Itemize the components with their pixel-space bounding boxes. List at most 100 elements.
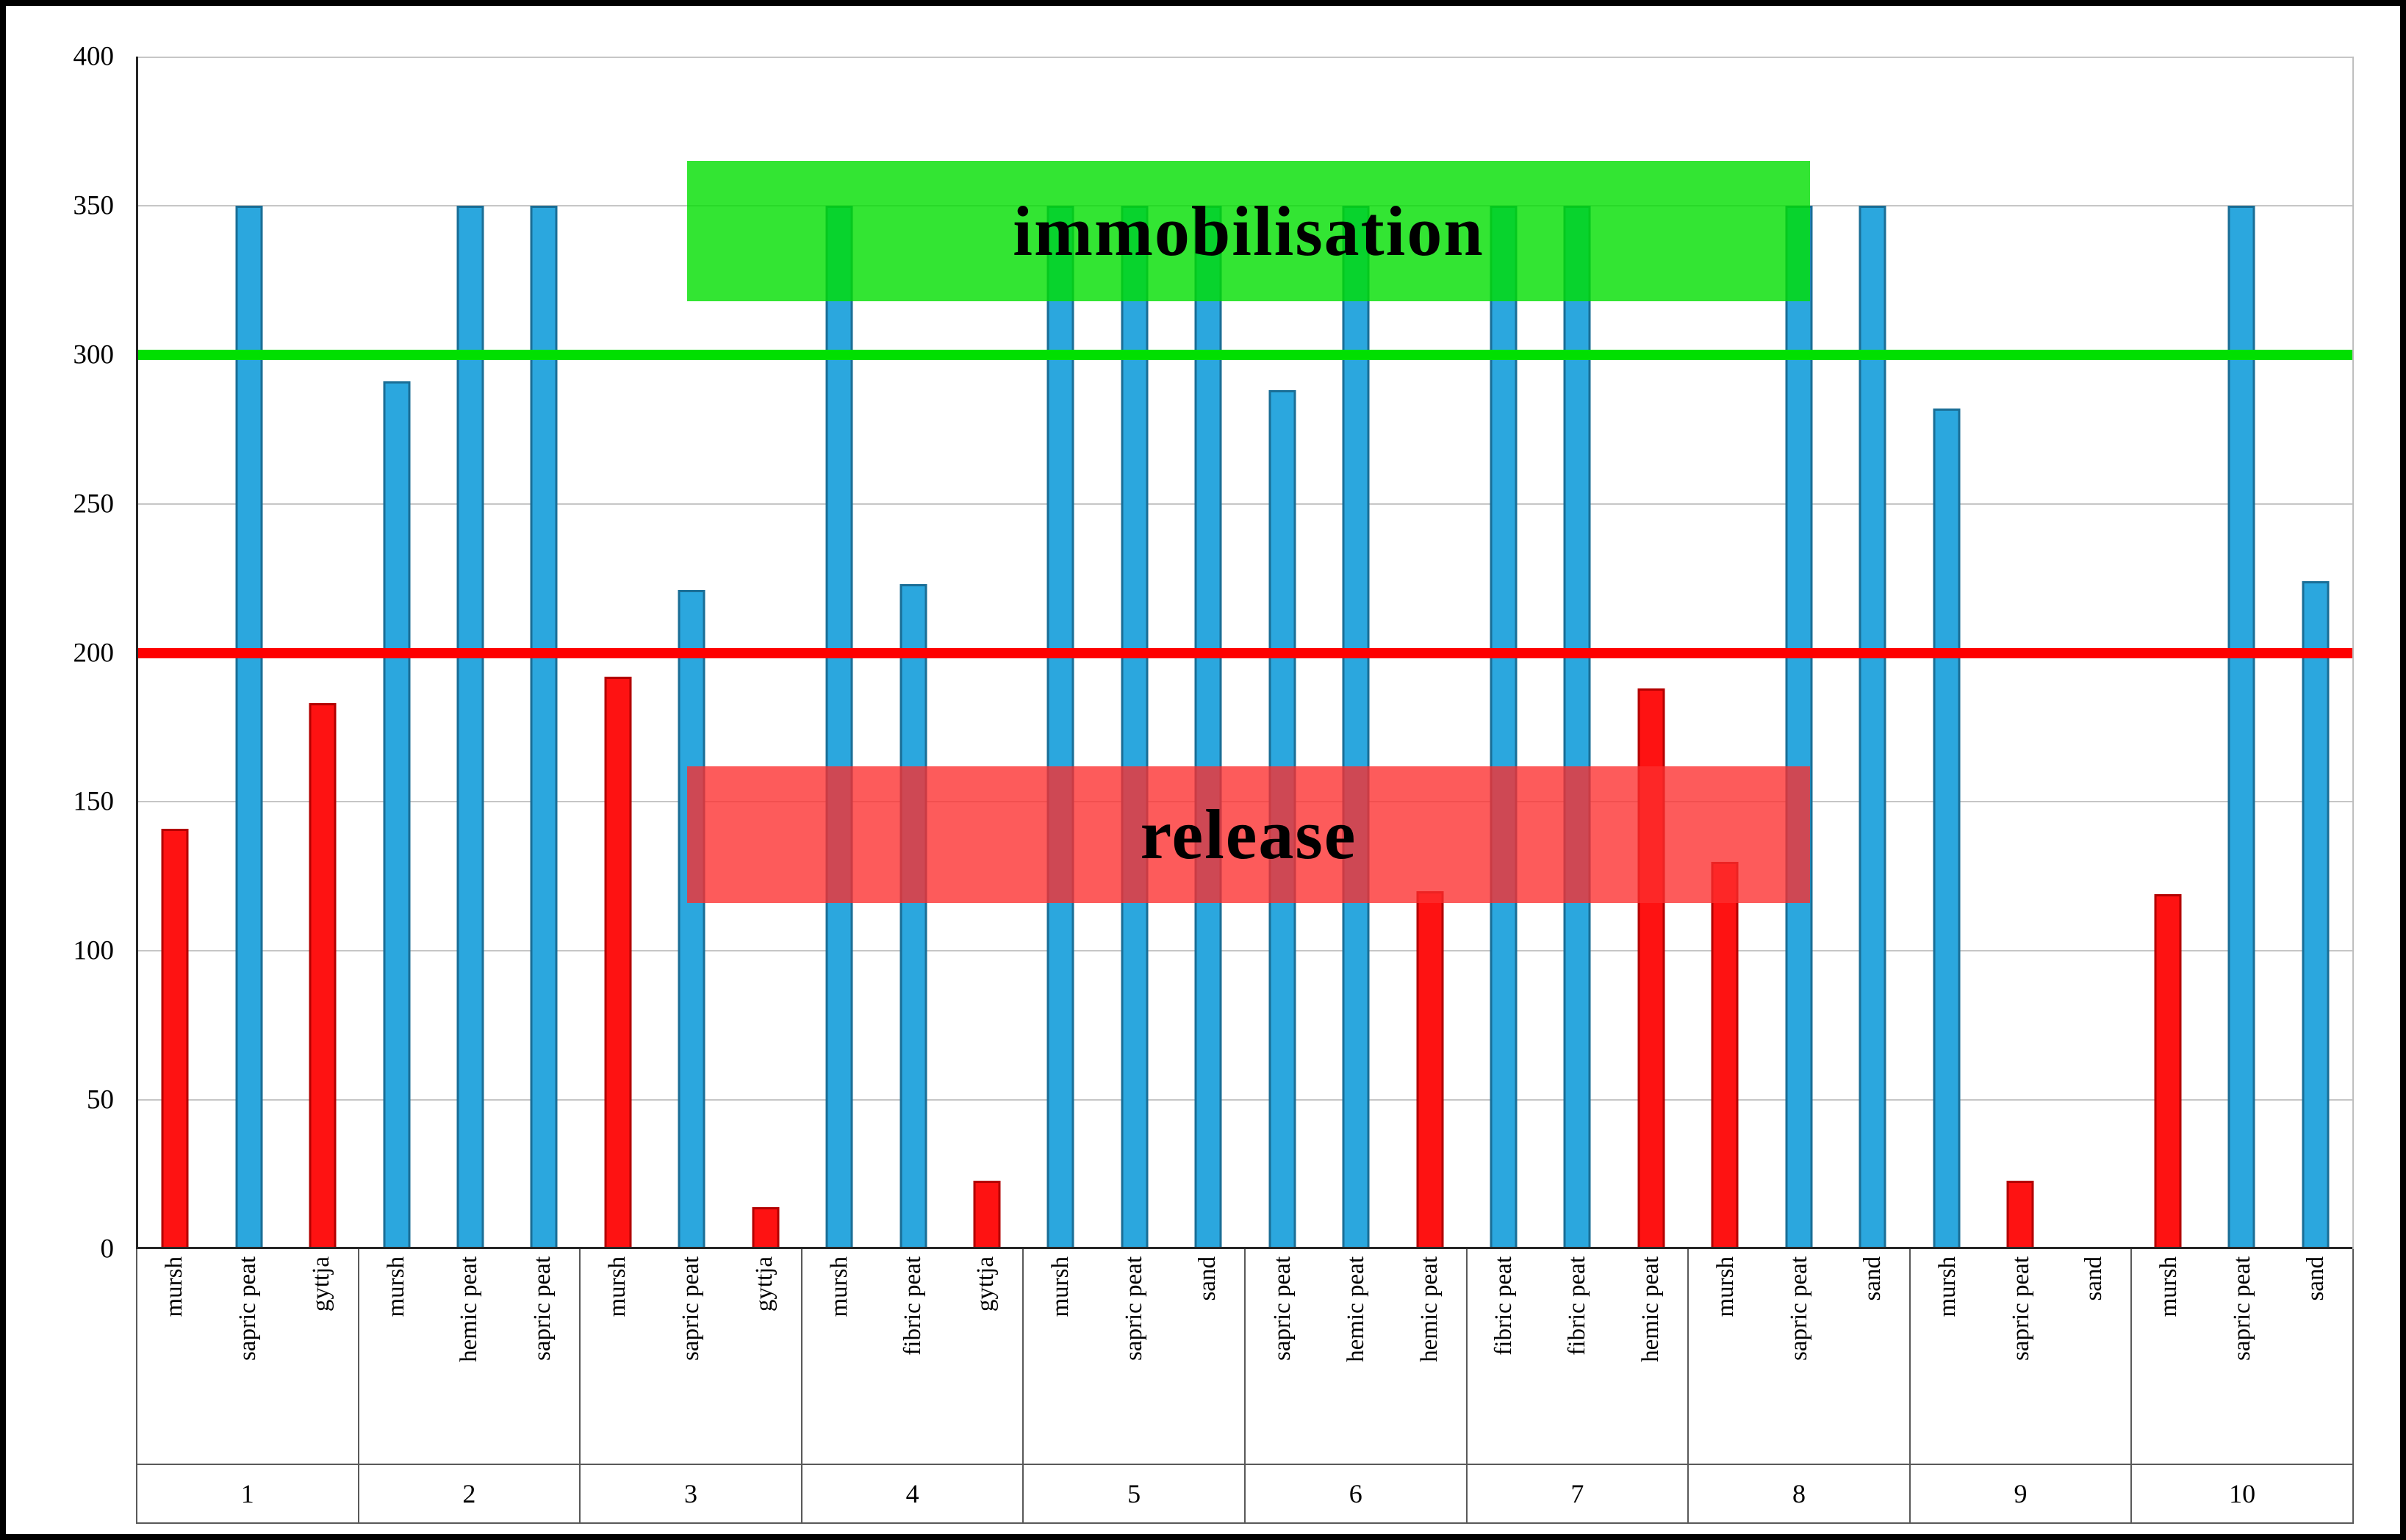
category-label: sapric peat [529, 1256, 556, 1361]
category-label: mursh [604, 1256, 631, 1317]
category-slot: mursh [359, 1249, 433, 1464]
category-slot: hemic peat [432, 1249, 506, 1464]
category-label: mursh [1047, 1256, 1074, 1317]
group-number-9: 9 [1911, 1465, 2133, 1522]
bar-group2-sapric-peat [530, 205, 558, 1249]
category-group-5: mursh sapric peat sand [1024, 1249, 1246, 1464]
category-group-1: mursh sapric peat gyttja [137, 1249, 359, 1464]
category-label: sand [2080, 1256, 2108, 1301]
refline-layer [138, 57, 2352, 1249]
category-slot: fibric peat [876, 1249, 949, 1464]
category-slot: sapric peat [1762, 1249, 1836, 1464]
bar-group2-hemic-peat [456, 205, 484, 1249]
category-label: gyttja [750, 1256, 778, 1312]
category-slot: sand [2057, 1249, 2130, 1464]
category-label-row: mursh sapric peat gyttja mursh hemic peat sap… [136, 1249, 2354, 1464]
bar-group4-gyttja [973, 1180, 1001, 1249]
annotation-box-immobilisation: immobilisation [687, 161, 1810, 301]
category-label: hemic peat [456, 1256, 483, 1362]
y-tick-label-250: 250 [73, 489, 115, 519]
category-label: fibric peat [1564, 1256, 1591, 1356]
group-number-3: 3 [581, 1465, 802, 1522]
bar-group8-sapric-peat [1785, 205, 1813, 1249]
category-group-7: fibric peat fibric peat hemic peat [1468, 1249, 1689, 1464]
category-label: hemic peat [1342, 1256, 1369, 1362]
group-number-8: 8 [1689, 1465, 1911, 1522]
category-slot: sapric peat [1984, 1249, 2058, 1464]
group-number-2: 2 [359, 1465, 581, 1522]
category-group-10: mursh sapric peat sand [2132, 1249, 2354, 1464]
category-slot: sapric peat [211, 1249, 284, 1464]
x-axis-line [138, 1247, 2352, 1249]
bar-group3-gyttja [752, 1207, 780, 1249]
category-slot: mursh [2132, 1249, 2205, 1464]
category-label: sapric peat [1121, 1256, 1148, 1361]
category-label: gyttja [307, 1256, 334, 1312]
category-label: mursh [382, 1256, 409, 1317]
group-number-4: 4 [802, 1465, 1024, 1522]
category-group-8: mursh sapric peat sand [1689, 1249, 1911, 1464]
y-tick-label-350: 350 [73, 190, 115, 221]
y-tick-label-200: 200 [73, 638, 115, 668]
category-group-6: sapric peat hemic peat hemic peat [1246, 1249, 1468, 1464]
bar-group8-mursh [1711, 861, 1739, 1249]
y-tick-label-300: 300 [73, 339, 115, 370]
bar-layer [138, 57, 2352, 1249]
annotation-box-release: release [687, 766, 1810, 904]
category-slot: mursh [802, 1249, 876, 1464]
y-tick-label-150: 150 [73, 786, 115, 817]
category-slot: hemic peat [1614, 1249, 1687, 1464]
bar-group9-sapric-peat [2006, 1180, 2034, 1249]
bar-group4-fibric-peat [899, 584, 927, 1249]
category-label: hemic peat [1637, 1256, 1665, 1362]
category-slot: sapric peat [2205, 1249, 2279, 1464]
category-label: mursh [1712, 1256, 1739, 1317]
category-slot: sapric peat [506, 1249, 579, 1464]
category-label: mursh [825, 1256, 852, 1317]
bar-group9-mursh [1933, 408, 1961, 1249]
group-number-5: 5 [1024, 1465, 1246, 1522]
category-label: sapric peat [234, 1256, 261, 1361]
category-slot: gyttja [728, 1249, 801, 1464]
gridline-400 [138, 57, 2352, 58]
group-number-6: 6 [1246, 1465, 1468, 1522]
bar-group10-mursh [2154, 894, 2182, 1249]
category-label: sand [2302, 1256, 2329, 1301]
group-number-10: 10 [2229, 1479, 2256, 1508]
category-slot: mursh [581, 1249, 654, 1464]
group-number-row: 1 2 3 4 5 6 7 8 9 10 [136, 1464, 2354, 1524]
bar-group3-mursh [604, 676, 632, 1249]
annotation-layer: immobilisation release [138, 57, 2352, 1249]
category-group-3: mursh sapric peat gyttja [581, 1249, 802, 1464]
category-label: sand [1859, 1256, 1886, 1301]
category-slot: sand [1836, 1249, 1909, 1464]
category-group-4: mursh fibric peat gyttja [802, 1249, 1024, 1464]
group-number-1: 1 [137, 1465, 359, 1522]
bar-group10-sand [2302, 581, 2330, 1249]
bar-group5-sand [1194, 205, 1222, 1249]
category-slot: mursh [1911, 1249, 1984, 1464]
category-slot: sapric peat [1097, 1249, 1171, 1464]
bar-group1-mursh [161, 828, 189, 1249]
bar-group5-mursh [1046, 205, 1074, 1249]
category-label: sand [1194, 1256, 1221, 1301]
y-tick-label-100: 100 [73, 935, 115, 966]
category-label: fibric peat [1490, 1256, 1518, 1356]
group-number-7: 7 [1468, 1465, 1689, 1522]
category-slot: sapric peat [654, 1249, 728, 1464]
y-tick-label-50: 50 [87, 1084, 114, 1115]
bar-group10-sapric-peat [2227, 205, 2255, 1249]
category-label: mursh [1933, 1256, 1961, 1317]
category-slot: mursh [1689, 1249, 1762, 1464]
category-slot: hemic peat [1319, 1249, 1393, 1464]
y-tick-label-0: 0 [100, 1234, 115, 1264]
bar-group7-fibric-peat [1490, 205, 1518, 1249]
category-slot: sapric peat [1246, 1249, 1319, 1464]
category-slot: mursh [137, 1249, 211, 1464]
category-slot: hemic peat [1393, 1249, 1466, 1464]
category-slot: gyttja [284, 1249, 358, 1464]
y-axis: 0 50 100 150 200 250 300 350 400 [6, 42, 126, 1264]
bar-group7-fibric-peat [1563, 205, 1591, 1249]
x-axis: mursh sapric peat gyttja mursh hemic peat sap… [136, 1249, 2354, 1524]
